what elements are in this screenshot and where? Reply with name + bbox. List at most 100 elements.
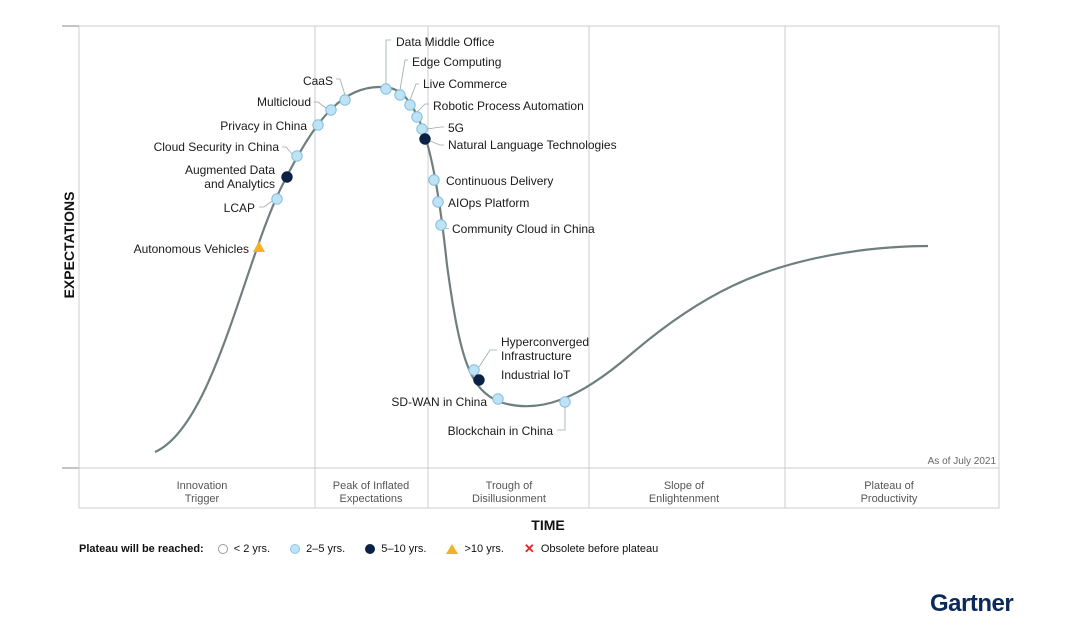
label-line-hyperconverged-infrastructure-0: Hyperconverged xyxy=(501,335,589,349)
leader-lcap xyxy=(259,200,273,208)
marker-lcap[interactable] xyxy=(271,193,283,205)
hype-cycle-chart: EXPECTATIONS TIME As of July 2021 Innova… xyxy=(61,25,1000,533)
phase-trough-line1: Trough of xyxy=(486,480,534,492)
leader-live-commerce xyxy=(409,83,419,101)
label-autonomous-vehicles: Autonomous Vehicles xyxy=(134,242,249,256)
technology-labels: Data Middle Office Edge Computing Live Com… xyxy=(134,35,617,438)
marker-natural-language-technologies[interactable] xyxy=(419,133,431,145)
phase-plateau-line2: Productivity xyxy=(861,493,918,505)
leader-data-middle-office xyxy=(385,39,391,84)
label-line-multicloud-0: Multicloud xyxy=(257,95,311,109)
legend-item-lt2: < 2 yrs. xyxy=(217,543,271,555)
label-privacy-in-china: Privacy in China xyxy=(220,119,307,133)
marker-robotic-process-automation[interactable] xyxy=(411,111,423,123)
label-line-lcap-0: LCAP xyxy=(224,201,255,215)
label-multicloud: Multicloud xyxy=(257,95,311,109)
label-data-middle-office: Data Middle Office xyxy=(396,35,495,49)
legend-label-gt10: >10 yrs. xyxy=(464,543,504,555)
leader-natural-language-technologies xyxy=(429,140,444,146)
yellow-triangle-icon xyxy=(446,544,459,554)
label-line-robotic-process-automation-0: Robotic Process Automation xyxy=(433,99,584,113)
marker-sd-wan-in-china[interactable] xyxy=(492,393,504,405)
label-line-aiops-platform-0: AIOps Platform xyxy=(448,196,529,210)
marker-multicloud[interactable] xyxy=(325,104,337,116)
leader-caas xyxy=(336,78,346,96)
marker-community-cloud-in-china[interactable] xyxy=(435,219,447,231)
legend-item-gt10: >10 yrs. xyxy=(446,543,504,555)
as-of-date: As of July 2021 xyxy=(928,456,997,467)
label-lcap: LCAP xyxy=(224,201,255,215)
marker-caas[interactable] xyxy=(339,94,351,106)
x-axis-title: TIME xyxy=(531,517,564,533)
phase-band xyxy=(78,467,1000,509)
legend-item-5-10: 5–10 yrs. xyxy=(365,543,426,555)
label-cloud-security-in-china: Cloud Security in China xyxy=(154,140,280,154)
label-line-continuous-delivery-0: Continuous Delivery xyxy=(446,174,553,188)
label-line-caas-0: CaaS xyxy=(303,74,333,88)
legend-label-2-5: 2–5 yrs. xyxy=(306,543,346,555)
label-line-natural-language-technologies-0: Natural Language Technologies xyxy=(448,138,617,152)
phase-peak-line1: Peak of Inflated xyxy=(333,480,409,492)
legend-item-obsolete: ✕ Obsolete before plateau xyxy=(523,541,659,556)
label-community-cloud-in-china: Community Cloud in China xyxy=(452,222,595,236)
legend-label-obsolete: Obsolete before plateau xyxy=(540,543,659,555)
technology-markers xyxy=(253,83,571,408)
marker-live-commerce[interactable] xyxy=(404,99,416,111)
phase-plateau-line1: Plateau of xyxy=(864,480,914,492)
marker-industrial-iot[interactable] xyxy=(473,374,485,386)
phase-peak-line2: Expectations xyxy=(340,493,403,505)
leader-robotic-process-automation xyxy=(416,103,429,113)
label-5g: 5G xyxy=(448,121,464,135)
phase-dividers xyxy=(314,26,786,508)
leader-edge-computing xyxy=(399,59,408,91)
label-continuous-delivery: Continuous Delivery xyxy=(446,174,553,188)
label-robotic-process-automation: Robotic Process Automation xyxy=(433,99,584,113)
label-sd-wan-in-china: SD-WAN in China xyxy=(391,395,487,409)
y-axis-title: EXPECTATIONS xyxy=(61,192,77,299)
label-line-sd-wan-in-china-0: SD-WAN in China xyxy=(391,395,487,409)
label-natural-language-technologies: Natural Language Technologies xyxy=(448,138,617,152)
label-live-commerce: Live Commerce xyxy=(423,77,507,91)
label-edge-computing: Edge Computing xyxy=(412,55,501,69)
marker-blockchain-in-china[interactable] xyxy=(559,396,571,408)
phase-trough-line2: Disillusionment xyxy=(472,493,546,505)
gartner-logo: Gartner xyxy=(930,590,1014,617)
marker-continuous-delivery[interactable] xyxy=(428,174,440,186)
label-line-augmented-data-and-analytics-1: and Analytics xyxy=(204,177,275,191)
phase-slope-line2: Enlightenment xyxy=(649,493,719,505)
leader-cloud-security-in-china xyxy=(282,146,293,155)
phase-innovation-trigger-line1: Innovation xyxy=(177,480,228,492)
label-line-edge-computing-0: Edge Computing xyxy=(412,55,501,69)
label-line-privacy-in-china-0: Privacy in China xyxy=(220,119,307,133)
phase-slope-line1: Slope of xyxy=(664,480,705,492)
plateau-legend: Plateau will be reached: < 2 yrs. 2–5 yr… xyxy=(79,541,678,556)
red-x-icon: ✕ xyxy=(523,541,535,556)
hollow-circle-icon xyxy=(217,544,228,554)
marker-hyperconverged-infrastructure[interactable] xyxy=(468,364,480,376)
leader-community-cloud-in-china xyxy=(445,227,450,230)
marker-5g[interactable] xyxy=(416,123,428,135)
label-line-data-middle-office-0: Data Middle Office xyxy=(396,35,495,49)
legend-item-2-5: 2–5 yrs. xyxy=(290,543,345,555)
marker-triangle-autonomous-vehicles[interactable] xyxy=(253,241,265,252)
legend-label-lt2: < 2 yrs. xyxy=(233,543,271,555)
label-line-blockchain-in-china-0: Blockchain in China xyxy=(448,424,554,438)
label-line-5g-0: 5G xyxy=(448,121,464,135)
marker-privacy-in-china[interactable] xyxy=(312,119,324,131)
marker-aiops-platform[interactable] xyxy=(432,196,444,208)
label-line-hyperconverged-infrastructure-1: Infrastructure xyxy=(501,349,572,363)
legend-label-5-10: 5–10 yrs. xyxy=(381,543,427,555)
label-line-community-cloud-in-china-0: Community Cloud in China xyxy=(452,222,595,236)
phase-innovation-trigger-line2: Trigger xyxy=(185,493,220,505)
marker-data-middle-office[interactable] xyxy=(380,83,392,95)
label-line-industrial-iot-0: Industrial IoT xyxy=(501,368,571,382)
label-leaders xyxy=(259,39,566,431)
marker-augmented-data-and-analytics[interactable] xyxy=(281,171,293,183)
label-caas: CaaS xyxy=(303,74,333,88)
marker-edge-computing[interactable] xyxy=(394,89,406,101)
label-hyperconverged-infrastructure: Hyperconverged Infrastructure xyxy=(501,335,589,363)
leader-5g xyxy=(426,126,444,130)
label-line-autonomous-vehicles-0: Autonomous Vehicles xyxy=(134,242,249,256)
marker-cloud-security-in-china[interactable] xyxy=(291,150,303,162)
label-augmented-data-and-analytics: Augmented Data and Analytics xyxy=(185,163,275,191)
